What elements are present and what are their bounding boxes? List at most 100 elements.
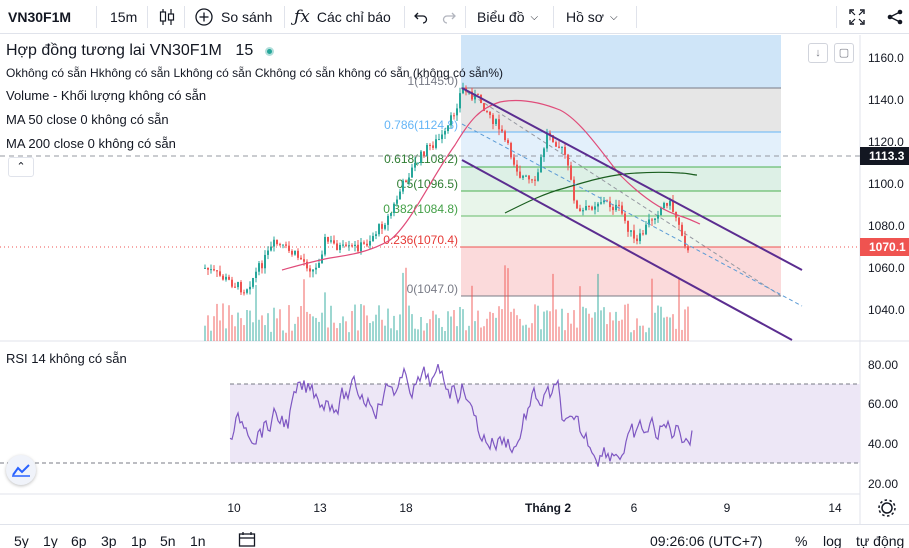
volume-bar: [366, 315, 368, 341]
candle-body: [627, 220, 629, 232]
candle-body: [261, 263, 263, 269]
candle-body: [498, 119, 500, 130]
candle-body: [300, 257, 302, 260]
rsi-tick: 20.00: [868, 477, 898, 491]
volume-bars: [204, 265, 689, 341]
symbol-search-button[interactable]: VN30F1M: [8, 9, 72, 25]
ma50-line: [281, 99, 701, 271]
range-button[interactable]: 5y: [14, 533, 29, 548]
candle-body: [291, 250, 293, 255]
volume-bar: [474, 321, 476, 341]
candle-body: [390, 213, 392, 216]
candle-body: [624, 213, 626, 221]
goto-date-button[interactable]: [238, 531, 256, 548]
candle-body: [225, 276, 227, 280]
toolbar-divider: [636, 6, 637, 28]
candle-body: [393, 203, 395, 214]
rsi-tick: 80.00: [868, 358, 898, 372]
volume-bar: [561, 308, 563, 341]
fib-label: 0.236(1070.4): [383, 233, 458, 247]
range-button[interactable]: 6p: [71, 533, 87, 548]
volume-bar: [333, 322, 335, 341]
scroll-down-button[interactable]: ↓: [808, 43, 828, 63]
rsi-line: [229, 363, 693, 467]
candle-body: [636, 238, 638, 242]
rsi-legend[interactable]: RSI 14 không có sẵn: [6, 351, 127, 366]
share-button[interactable]: [886, 0, 904, 34]
candle-body: [210, 269, 212, 271]
time-axis[interactable]: 10 13 18 Tháng 2 6 9 14: [227, 501, 842, 515]
volume-legend[interactable]: Volume - Khối lượng không có sẵn: [6, 88, 207, 103]
collapse-legend-button[interactable]: ⌃: [8, 157, 34, 177]
logo-button[interactable]: [6, 455, 36, 485]
undo-button[interactable]: [413, 0, 429, 34]
candle-body: [579, 208, 581, 212]
candle-body: [666, 202, 668, 206]
range-button[interactable]: 1p: [131, 533, 147, 548]
fib-zone-top: [461, 35, 781, 88]
main-series-legend[interactable]: Hợp đồng tương lai VN30F1M 15: [6, 42, 274, 60]
volume-bar: [516, 315, 518, 341]
volume-bar: [489, 311, 491, 341]
range-button[interactable]: 5n: [160, 533, 176, 548]
auto-scale-button[interactable]: tự động: [856, 533, 905, 548]
chart-layout-button[interactable]: Biểu đồ ⌵: [477, 0, 538, 34]
candle-body: [351, 245, 353, 247]
volume-bar: [663, 317, 665, 341]
candle-body: [450, 115, 452, 126]
price-axis[interactable]: 1160.0 1140.0 1120.0 1100.0 1080.0 1060.…: [868, 51, 905, 317]
range-button[interactable]: 1n: [190, 533, 206, 548]
clock-readout[interactable]: 09:26:06 (UTC+7): [650, 533, 763, 548]
percent-scale-button[interactable]: %: [795, 533, 808, 548]
volume-bar: [483, 326, 485, 341]
volume-bar: [444, 330, 446, 341]
chart-canvas[interactable]: 1(1145.0) 0.786(1124.8) 0.618(1108.2) 0.…: [0, 35, 909, 524]
log-scale-button[interactable]: log: [823, 533, 842, 548]
volume-bar: [657, 305, 659, 341]
volume-bar: [237, 312, 239, 341]
chart-settings-button[interactable]: [878, 499, 896, 517]
candle-body: [270, 246, 272, 251]
volume-bar: [348, 332, 350, 341]
redo-button[interactable]: [441, 0, 457, 34]
candle-body: [399, 191, 401, 200]
range-button[interactable]: 3p: [101, 533, 117, 548]
volume-bar: [555, 309, 557, 341]
rsi-axis[interactable]: 80.00 60.00 40.00 20.00: [868, 358, 898, 491]
square-icon: ▢: [838, 47, 850, 59]
fullscreen-button[interactable]: [848, 0, 866, 34]
volume-bar: [321, 312, 323, 341]
volume-bar: [216, 303, 218, 341]
indicators-button[interactable]: ƒx Các chỉ báo: [294, 0, 391, 34]
interval-button[interactable]: 15m: [110, 9, 138, 25]
candle-body: [255, 271, 257, 279]
candle-body: [273, 239, 275, 247]
candle-body: [342, 244, 344, 246]
volume-bar: [240, 318, 242, 341]
toolbar-divider: [553, 6, 554, 28]
ma200-legend[interactable]: MA 200 close 0 không có sẵn: [6, 136, 176, 151]
rsi-tick: 40.00: [868, 437, 898, 451]
channel-lower-line[interactable]: [461, 159, 793, 341]
profile-button[interactable]: Hồ sơ ⌵: [566, 0, 618, 34]
ma50-legend[interactable]: MA 50 close 0 không có sẵn: [6, 112, 169, 127]
channel-upper-line[interactable]: [461, 87, 803, 271]
gear-teeth: [878, 499, 896, 517]
volume-bar: [477, 310, 479, 341]
candle-body: [495, 119, 497, 124]
volume-bar: [381, 319, 383, 341]
candle-style-button[interactable]: [157, 0, 177, 34]
candle-body: [651, 219, 653, 221]
volume-bar: [528, 327, 530, 341]
range-button[interactable]: 1y: [43, 533, 58, 548]
volume-bar: [624, 304, 626, 341]
volume-bar: [681, 329, 683, 341]
volume-bar: [432, 310, 434, 341]
candle-body: [240, 282, 242, 293]
candle-body: [519, 171, 521, 178]
candle-body: [633, 230, 635, 239]
fibonacci-retracement[interactable]: [460, 35, 782, 297]
compare-button[interactable]: So sánh: [194, 0, 272, 34]
maximize-pane-button[interactable]: ▢: [834, 43, 854, 63]
